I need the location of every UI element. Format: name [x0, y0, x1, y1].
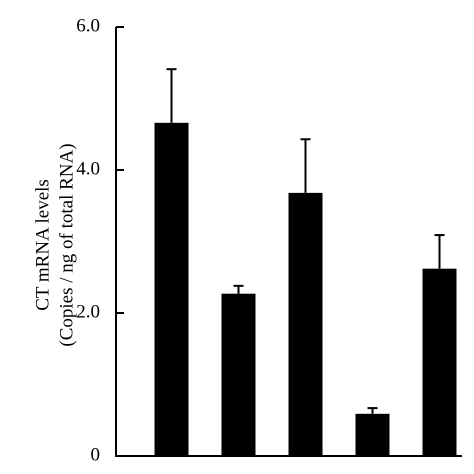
bar	[154, 122, 189, 456]
y-tick-label: 2.0	[76, 301, 100, 322]
bar	[355, 413, 390, 456]
bar	[422, 268, 457, 456]
bar	[288, 192, 323, 456]
y-tick-label: 6.0	[76, 15, 100, 36]
y-tick-label: 4.0	[76, 158, 100, 179]
y-tick-label: 0	[91, 444, 101, 465]
y-axis-label: (Copies / ng of total RNA)	[56, 143, 77, 346]
bar	[221, 293, 256, 456]
y-axis-label: CT mRNA levels	[32, 179, 53, 311]
